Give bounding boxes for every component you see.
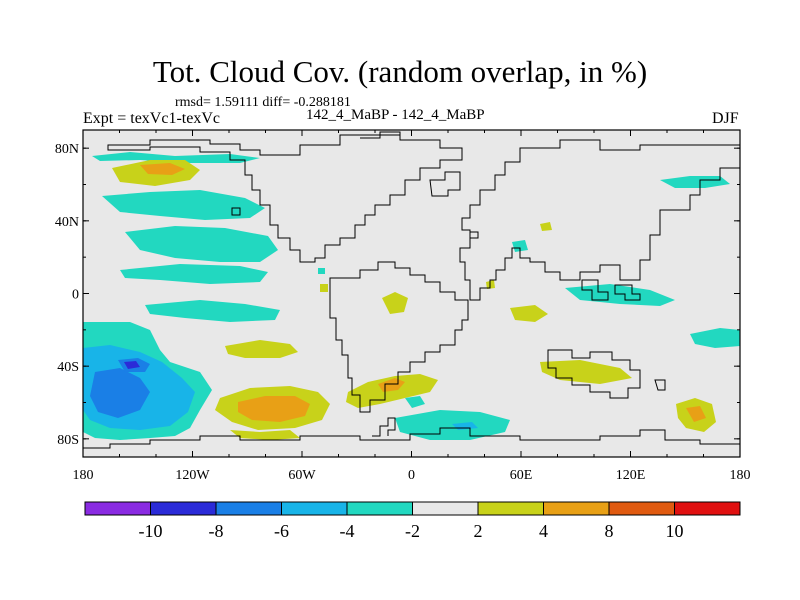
anomaly-teal-ep-band <box>120 264 268 284</box>
y-tick-label: 0 <box>72 288 79 303</box>
anomaly-orange-spac <box>238 396 310 422</box>
colorbar-label: 8 <box>605 521 614 541</box>
colorbar-label: -6 <box>274 521 289 541</box>
anomaly-teal-southern-ocean <box>395 410 510 440</box>
anomaly-teal-arctic-strip <box>92 152 260 163</box>
coastline-south-america <box>329 261 469 413</box>
experiment-label: Expt = texVc1-texVc <box>83 110 220 127</box>
coastlines <box>83 131 740 449</box>
x-tick-label: 180 <box>730 468 751 483</box>
coastline-small-island-1 <box>231 207 241 216</box>
colorbar-label: -8 <box>209 521 224 541</box>
colorbar <box>84 501 741 516</box>
colorbar-label: 10 <box>666 521 684 541</box>
stats-text: rmsd= 1.59111 diff= -0.288181 <box>175 95 351 110</box>
anomaly-yellow-speck-2 <box>320 284 328 292</box>
axis-ticks <box>82 130 741 457</box>
anomaly-yellow-speck-1 <box>540 222 552 231</box>
anomaly-yellow-io <box>510 305 548 322</box>
colorbar-swatch <box>674 501 741 516</box>
colorbar-swatch <box>543 501 610 516</box>
anomaly-teal-io-small <box>512 240 528 252</box>
x-tick-label: 180 <box>73 468 94 483</box>
colorbar-swatch <box>215 501 282 516</box>
map-title: Tot. Cloud Cov. (random overlap, in %) <box>152 54 648 89</box>
colorbar-labels: -10 -8 -6 -4 -2 2 4 8 10 <box>139 521 684 541</box>
anomaly-blue-sw-pacific <box>90 368 150 418</box>
y-tick-label: 40N <box>55 215 79 230</box>
coastline-indian-sub <box>581 279 609 301</box>
y-tick-label: 80N <box>55 142 79 157</box>
colorbar-swatch <box>84 501 151 516</box>
coastline-antarctic-peninsula <box>372 417 396 437</box>
colorbar-swatch <box>281 501 348 516</box>
anomaly-teal-arctic-east <box>660 176 730 188</box>
anomaly-yellow-spac-mid <box>225 340 298 358</box>
coastline-arctic-islands <box>360 131 401 139</box>
colorbar-swatch <box>412 501 479 516</box>
anomaly-yellow-satl <box>346 374 438 408</box>
anomaly-teal-np-band <box>125 226 278 262</box>
anomaly-yellow-spac-small <box>230 430 300 440</box>
colorbar-swatch <box>150 501 217 516</box>
colorbar-label: 4 <box>539 521 548 541</box>
coastline-se-asia <box>614 284 641 301</box>
colorbar-swatch <box>608 501 675 516</box>
coastline-greenland <box>429 171 461 197</box>
anomaly-navy-core <box>124 361 140 369</box>
anomaly-orange-npac <box>140 163 185 175</box>
coastline-new-zealand <box>654 379 666 391</box>
coastline-australia <box>547 349 641 399</box>
x-tick-label: 0 <box>408 468 415 483</box>
anomaly-teal-wp <box>690 328 740 348</box>
anomaly-orange-aus-south <box>686 406 706 422</box>
coastline-antarctica <box>83 427 740 449</box>
axis-tick-labels: 180 120W 60W 0 60E 120E 180 80N 40N 0 40S 80S <box>55 142 751 483</box>
anomaly-teal-sp-band <box>145 300 280 322</box>
y-tick-label: 40S <box>57 360 79 375</box>
case-label: 142_4_MaBP - 142_4_MaBP <box>306 107 485 123</box>
colorbar-label: -10 <box>139 521 163 541</box>
x-tick-label: 60E <box>510 468 533 483</box>
coastline-north-america <box>107 134 463 263</box>
x-tick-label: 120W <box>175 468 210 483</box>
season-label: DJF <box>712 110 739 127</box>
anomaly-yellow-africa <box>382 292 408 314</box>
colorbar-label: -2 <box>405 521 420 541</box>
colorbar-label: 2 <box>474 521 483 541</box>
colorbar-label: -4 <box>340 521 355 541</box>
anomaly-teal-np-high <box>102 190 265 220</box>
coastline-africa-europe <box>459 139 740 301</box>
anomaly-teal-speck-1 <box>318 268 325 274</box>
anomaly-field <box>83 152 740 440</box>
x-tick-label: 60W <box>288 468 316 483</box>
colorbar-swatch <box>346 501 413 516</box>
colorbar-swatch <box>477 501 544 516</box>
y-tick-label: 80S <box>57 433 79 448</box>
x-tick-label: 120E <box>616 468 646 483</box>
coastline-small-island-2 <box>469 231 479 239</box>
anomaly-teal-satl <box>405 396 425 408</box>
